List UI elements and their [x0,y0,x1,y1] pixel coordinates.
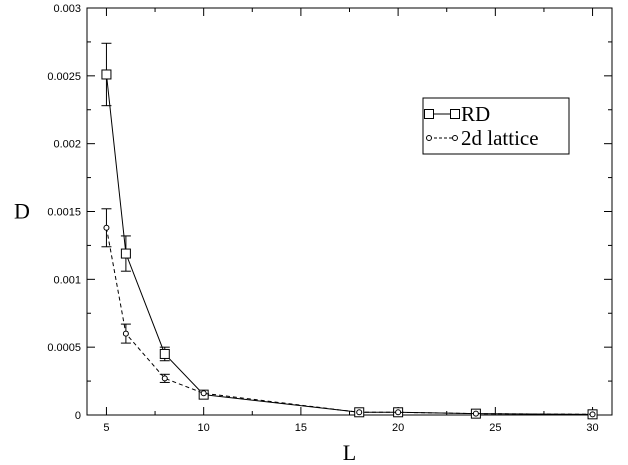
x-axis-title: L [343,440,356,465]
legend-marker [450,109,460,119]
series-2d-lattice [101,208,596,418]
legend-item: RD [424,102,490,126]
y-tick-label: 0 [75,410,81,422]
data-point [103,224,110,231]
data-point [122,330,129,337]
x-tick-label: 10 [198,422,210,434]
legend-marker [452,135,458,141]
legend-marker [424,109,434,119]
y-tick-label: 0.002 [53,139,81,151]
series-layer [101,42,598,420]
y-tick-label: 0.0015 [47,207,81,219]
data-point [161,375,168,382]
y-axis-title: D [14,199,30,224]
data-point [395,409,402,416]
data-point [120,248,131,259]
x-tick-label: 20 [392,422,404,434]
legend-box [422,97,570,155]
series-line [105,74,593,415]
y-tick-label: 0.0025 [47,71,81,83]
data-point [472,410,479,417]
x-tick-label: 25 [489,422,501,434]
data-point [159,348,170,359]
x-tick-label: 5 [103,422,109,434]
data-point [356,409,363,416]
legend-item: 2d lattice [426,126,539,150]
x-tick-label: 30 [586,422,598,434]
legend-label: 2d lattice [461,126,539,150]
series-line [105,227,593,415]
legend-marker [426,135,432,141]
data-point [589,411,596,418]
data-point [200,390,207,397]
x-tick-label: 15 [295,422,307,434]
legend-label: RD [461,102,490,126]
axis-ticks: 5 10 15 20 25 30 0 0.0005 0.001 0.0015 0.002 0.0025… [47,3,612,434]
y-tick-label: 0.0005 [47,342,81,354]
y-tick-label: 0.003 [53,3,81,15]
y-tick-label: 0.001 [53,274,81,286]
data-point [101,69,112,80]
